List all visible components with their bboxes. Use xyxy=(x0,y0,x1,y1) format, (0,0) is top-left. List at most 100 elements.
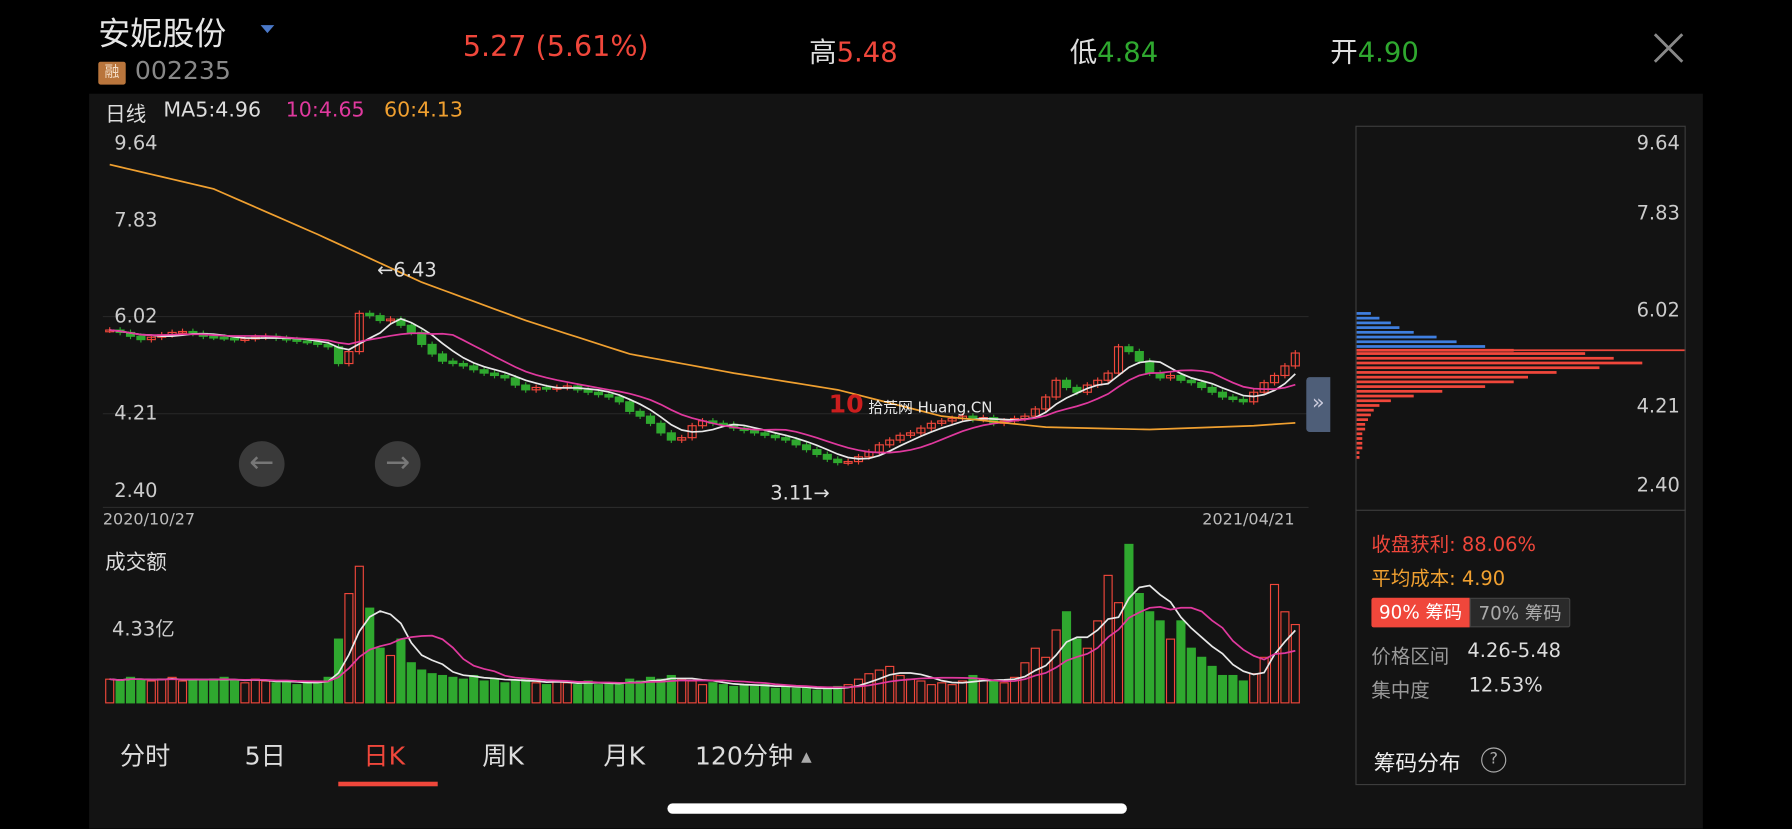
candle xyxy=(926,422,936,429)
volume-bar xyxy=(177,680,188,704)
active-tab-indicator xyxy=(338,781,438,787)
chip-bar xyxy=(1356,432,1363,436)
candle xyxy=(635,410,645,417)
candle xyxy=(1186,379,1196,384)
candle xyxy=(437,353,448,362)
price-range-label: 价格区间 xyxy=(1371,645,1450,669)
concentration-label: 集中度 xyxy=(1371,679,1430,703)
scroll-left-button[interactable]: ← xyxy=(238,441,285,487)
volume-bar xyxy=(1082,647,1092,704)
volume-bar xyxy=(1269,583,1280,704)
home-indicator[interactable] xyxy=(667,803,1127,814)
volume-bar xyxy=(874,669,884,704)
tab-intraday[interactable]: 分时 xyxy=(119,742,171,772)
dropdown-caret-icon[interactable] xyxy=(260,25,275,34)
volume-bar xyxy=(188,678,198,704)
volume-bar xyxy=(1238,680,1248,704)
candle xyxy=(822,453,832,460)
volume-bar xyxy=(271,682,281,704)
volume-bar xyxy=(1145,611,1155,704)
candle xyxy=(625,401,635,412)
candle xyxy=(323,343,333,348)
volume-bar xyxy=(281,680,292,704)
low-stat: 低4.84 xyxy=(1070,30,1159,70)
candle xyxy=(510,377,520,386)
candle xyxy=(333,346,344,365)
candle xyxy=(219,336,229,340)
chip-70-button[interactable]: 70% 筹码 xyxy=(1469,597,1571,628)
candle xyxy=(344,351,354,365)
tab-monthly-k[interactable]: 月K xyxy=(603,742,646,772)
candle xyxy=(1217,391,1228,398)
avg-cost-label: 平均成本: xyxy=(1371,567,1456,591)
volume-bar xyxy=(229,680,240,704)
candle xyxy=(448,360,458,365)
ma10-line xyxy=(109,329,1296,454)
low-value: 4.84 xyxy=(1097,36,1159,69)
volume-bar xyxy=(916,680,926,704)
volume-bar xyxy=(240,682,250,704)
volume-bar xyxy=(1124,543,1134,704)
volume-bar xyxy=(1207,665,1217,704)
candle xyxy=(801,444,812,451)
candle xyxy=(365,312,375,317)
candle xyxy=(385,318,396,322)
candle xyxy=(1082,384,1092,393)
candle xyxy=(1197,382,1207,389)
price-range-value: 4.26-5.48 xyxy=(1467,639,1561,663)
tab-120min[interactable]: 120分钟 ▲ xyxy=(695,736,812,773)
scroll-right-button[interactable]: → xyxy=(374,441,421,487)
candle xyxy=(479,369,489,374)
volume-bar xyxy=(1228,674,1238,704)
volume-bar xyxy=(843,684,853,704)
chip-bar xyxy=(1356,326,1400,329)
chip-bar xyxy=(1356,335,1437,339)
volume-bar xyxy=(801,687,812,704)
volume-bar xyxy=(1041,656,1051,704)
volume-bar xyxy=(822,687,832,704)
candle xyxy=(1113,346,1124,374)
chip-distribution-title: 筹码分布 xyxy=(1373,750,1461,776)
chip-bar xyxy=(1356,371,1557,374)
caret-up-icon: ▲ xyxy=(801,748,812,765)
volume-bar xyxy=(313,680,323,704)
volume-bar xyxy=(1009,676,1020,704)
ma-period: 日线 xyxy=(105,102,147,127)
volume-bar xyxy=(885,665,895,704)
help-icon[interactable]: ? xyxy=(1481,747,1507,773)
volume-bar xyxy=(781,685,791,704)
volume-bar xyxy=(510,680,520,704)
chip-bar xyxy=(1356,408,1374,412)
chip-bar xyxy=(1356,321,1391,325)
candle xyxy=(666,432,676,441)
tab-daily-k[interactable]: 日K xyxy=(363,742,406,772)
candle xyxy=(812,449,822,455)
volume-bar xyxy=(427,673,437,704)
volume-bar xyxy=(937,682,947,704)
volume-bar xyxy=(469,674,479,704)
open-stat: 开4.90 xyxy=(1330,30,1419,70)
volume-bar xyxy=(573,684,583,704)
tab-120min-label: 120分钟 xyxy=(694,742,794,772)
volume-bar xyxy=(677,678,687,704)
chart-panel xyxy=(89,93,1703,829)
tab-5day[interactable]: 5日 xyxy=(244,742,286,772)
candle xyxy=(354,312,364,353)
price-axis-label: 4.21 xyxy=(114,402,158,426)
volume-bar xyxy=(656,678,666,704)
candle xyxy=(1238,398,1248,403)
volume-bar xyxy=(552,680,562,704)
tab-weekly-k[interactable]: 周K xyxy=(482,742,524,772)
candle xyxy=(1145,360,1155,374)
quote-header xyxy=(89,0,1703,94)
candle xyxy=(1280,365,1290,377)
volume-bar xyxy=(968,674,978,704)
chip-90-button[interactable]: 90% 筹码 xyxy=(1371,597,1470,628)
close-icon[interactable] xyxy=(1653,32,1687,66)
collapse-panel-button[interactable]: » xyxy=(1306,377,1331,432)
avg-cost-value: 4.90 xyxy=(1461,567,1506,591)
stock-name[interactable]: 安妮股份 xyxy=(98,14,227,53)
candle xyxy=(469,365,479,371)
candle xyxy=(905,432,916,436)
